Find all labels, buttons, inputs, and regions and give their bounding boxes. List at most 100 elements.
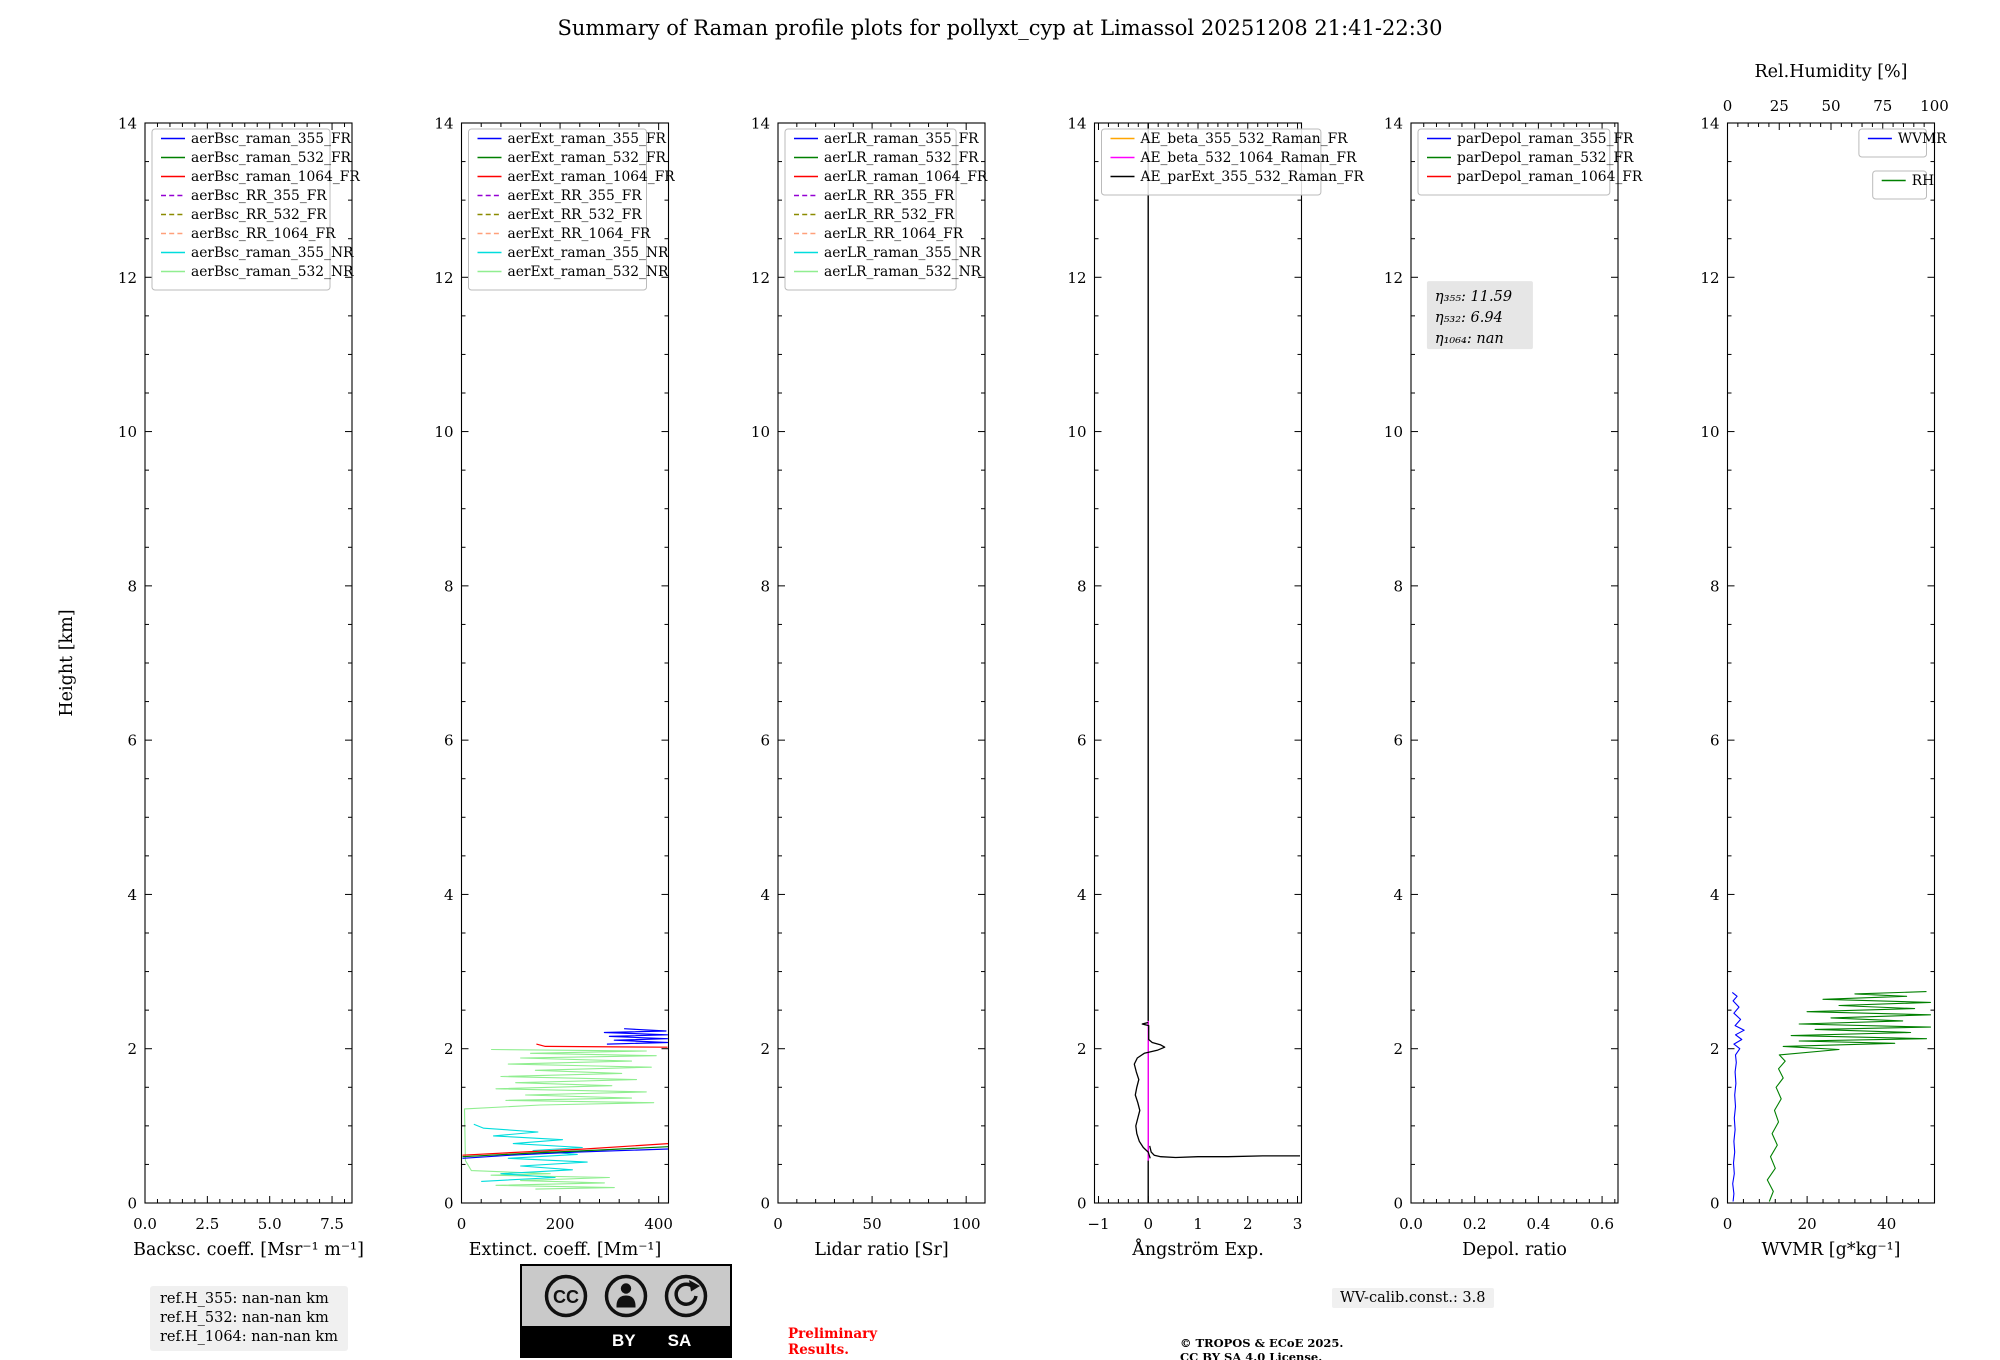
legend-label: parDepol_raman_532_FR (1457, 150, 1634, 166)
legend-label: aerExt_RR_1064_FR (508, 226, 652, 242)
y-tick-label: 12 (118, 269, 137, 287)
legend-label: aerExt_raman_532_NR (508, 264, 669, 280)
y-tick-label: 2 (1710, 1040, 1720, 1058)
cc-sa-label: SA (667, 1331, 692, 1350)
y-tick-label: 14 (1700, 115, 1719, 133)
x-tick-label: 0 (1723, 1215, 1733, 1233)
y-tick-label: 2 (1393, 1040, 1403, 1058)
ticks (1727, 122, 1935, 1204)
legend-label: aerExt_RR_355_FR (508, 188, 643, 204)
ref-h-532: ref.H_532: nan-nan km (160, 1310, 329, 1326)
legend-label: aerBsc_RR_1064_FR (191, 226, 336, 242)
tick-labels: 0 200 400 0 2 4 6 8 10 12 14 (434, 115, 673, 1234)
legend-box (1858, 128, 1928, 158)
y-tick-label: 8 (760, 577, 770, 595)
legend-label: aerExt_raman_532_FR (508, 150, 667, 166)
x-axis-label: Backsc. coeff. [Msr⁻¹ m⁻¹] (133, 1240, 364, 1260)
panel-backscatter: 0.0 2.5 5.0 7.5 0 2 4 6 8 10 12 14 Backsc. coeff. [M… (57, 115, 364, 1261)
series-layer (462, 1028, 669, 1190)
y-tick-label: 2 (760, 1040, 770, 1058)
y-tick-label: 6 (760, 732, 770, 750)
y-tick-label: 8 (127, 577, 137, 595)
x-axis-label: Extinct. coeff. [Mm⁻¹] (469, 1240, 662, 1260)
y-tick-label: 6 (444, 732, 454, 750)
y-tick-label: 10 (751, 423, 770, 441)
copyright-line2: CC BY SA 4.0 License. (1180, 1350, 1323, 1360)
legend: aerExt_raman_355_FR aerExt_raman_532_FRae… (468, 128, 675, 291)
y-tick-label: 0 (127, 1195, 137, 1213)
preliminary-line1: Preliminary (788, 1326, 878, 1342)
wv-calibration-note: WV-calib.const.: 3.8 (1332, 1288, 1494, 1308)
y-tick-label: 8 (1393, 577, 1403, 595)
legend-label: parDepol_raman_355_FR (1457, 131, 1634, 147)
svg-text:CC: CC (553, 1287, 579, 1307)
ticks (1410, 122, 1618, 1204)
legend-box (1417, 128, 1611, 196)
annotation-line: η₁₀₆₄: nan (1435, 331, 1504, 347)
x-tick-label: 3 (1293, 1215, 1303, 1233)
tick-labels: 0 50 100 0 2 4 6 8 10 12 14 (751, 115, 981, 1234)
legend-box (784, 128, 957, 291)
y-tick-label: 0 (1710, 1195, 1720, 1213)
legend-label: aerBsc_raman_532_FR (191, 150, 352, 166)
y-tick-label: 2 (444, 1040, 454, 1058)
legend-label: aerLR_raman_532_NR (824, 264, 982, 280)
panel-extinction: 0 200 400 0 2 4 6 8 10 12 14 Extinct. coeff. [Mm⁻¹]… (434, 115, 675, 1261)
top-tick-label: 25 (1770, 97, 1789, 115)
legend-label: aerLR_raman_355_NR (824, 245, 982, 261)
y-tick-label: 10 (1384, 423, 1403, 441)
tick-labels: 0.0 0.2 0.4 0.6 0 2 4 6 8 10 12 14 (1384, 115, 1614, 1234)
x-tick-label: 40 (1877, 1215, 1896, 1233)
x-tick-label: 20 (1798, 1215, 1817, 1233)
y-tick-label: 2 (1077, 1040, 1087, 1058)
y-tick-label: 12 (434, 269, 453, 287)
attribution-person-icon (604, 1274, 648, 1318)
x-tick-label: 200 (546, 1215, 575, 1233)
legend: aerLR_raman_355_FR aerLR_raman_532_FR aerL… (784, 128, 988, 291)
y-tick-label: 4 (127, 886, 137, 904)
legend-label: aerLR_raman_1064_FR (824, 169, 988, 185)
series-aerExt_raman_532_NR (463, 1048, 657, 1190)
legend-label: aerLR_RR_1064_FR (824, 226, 964, 242)
y-tick-label: 0 (760, 1195, 770, 1213)
legend: AE_beta_355_532_Raman_FR AE_beta_532_1064… (1101, 128, 1364, 196)
reference-heights-note: ref.H_355: nan-nan km ref.H_532: nan-nan… (150, 1286, 348, 1351)
legend-label: aerLR_raman_532_FR (824, 150, 979, 166)
y-tick-label: 4 (1710, 886, 1720, 904)
preliminary-note: Preliminary Results. (788, 1326, 877, 1358)
cc-icon: CC (544, 1274, 588, 1318)
y-tick-label: 12 (1067, 269, 1086, 287)
y-tick-label: 4 (1393, 886, 1403, 904)
axes-frame (1726, 122, 1936, 1204)
y-tick-label: 14 (434, 115, 453, 133)
legend-label: aerBsc_raman_532_NR (191, 264, 354, 280)
y-tick-label: 10 (1700, 423, 1719, 441)
x-tick-label: 0 (457, 1215, 467, 1233)
legend-label: aerLR_RR_355_FR (824, 188, 955, 204)
legend-label: AE_beta_532_1064_Raman_FR (1140, 150, 1357, 166)
x-tick-label: 0 (1143, 1215, 1153, 1233)
preliminary-line2: Results. (788, 1342, 849, 1358)
share-alike-arrow-icon (664, 1274, 708, 1318)
x-axis-label: Ångström Exp. (1131, 1239, 1264, 1260)
series-aerExt_raman_532_FR (462, 1146, 669, 1158)
y-tick-label: 14 (1067, 115, 1086, 133)
y-tick-label: 14 (751, 115, 770, 133)
copyright-line1: © TROPOS & ECoE 2025. (1180, 1336, 1344, 1350)
legend: parDepol_raman_355_FR parDepol_raman_532_… (1417, 128, 1643, 196)
x-tick-label: 0.0 (1399, 1215, 1423, 1233)
x-tick-label: 2 (1243, 1215, 1253, 1233)
ticks (777, 122, 985, 1204)
x-tick-label: 0.6 (1590, 1215, 1614, 1233)
legend-label: aerBsc_raman_355_FR (191, 131, 352, 147)
axes-frame (1093, 122, 1303, 1204)
top-tick-label: 0 (1723, 97, 1733, 115)
tick-labels: 0.0 2.5 5.0 7.5 0 2 4 6 8 10 12 14 (118, 115, 344, 1234)
series-WVMR (1731, 991, 1745, 1202)
y-tick-label: 10 (118, 423, 137, 441)
y-tick-label: 0 (444, 1195, 454, 1213)
y-tick-label: 10 (434, 423, 453, 441)
